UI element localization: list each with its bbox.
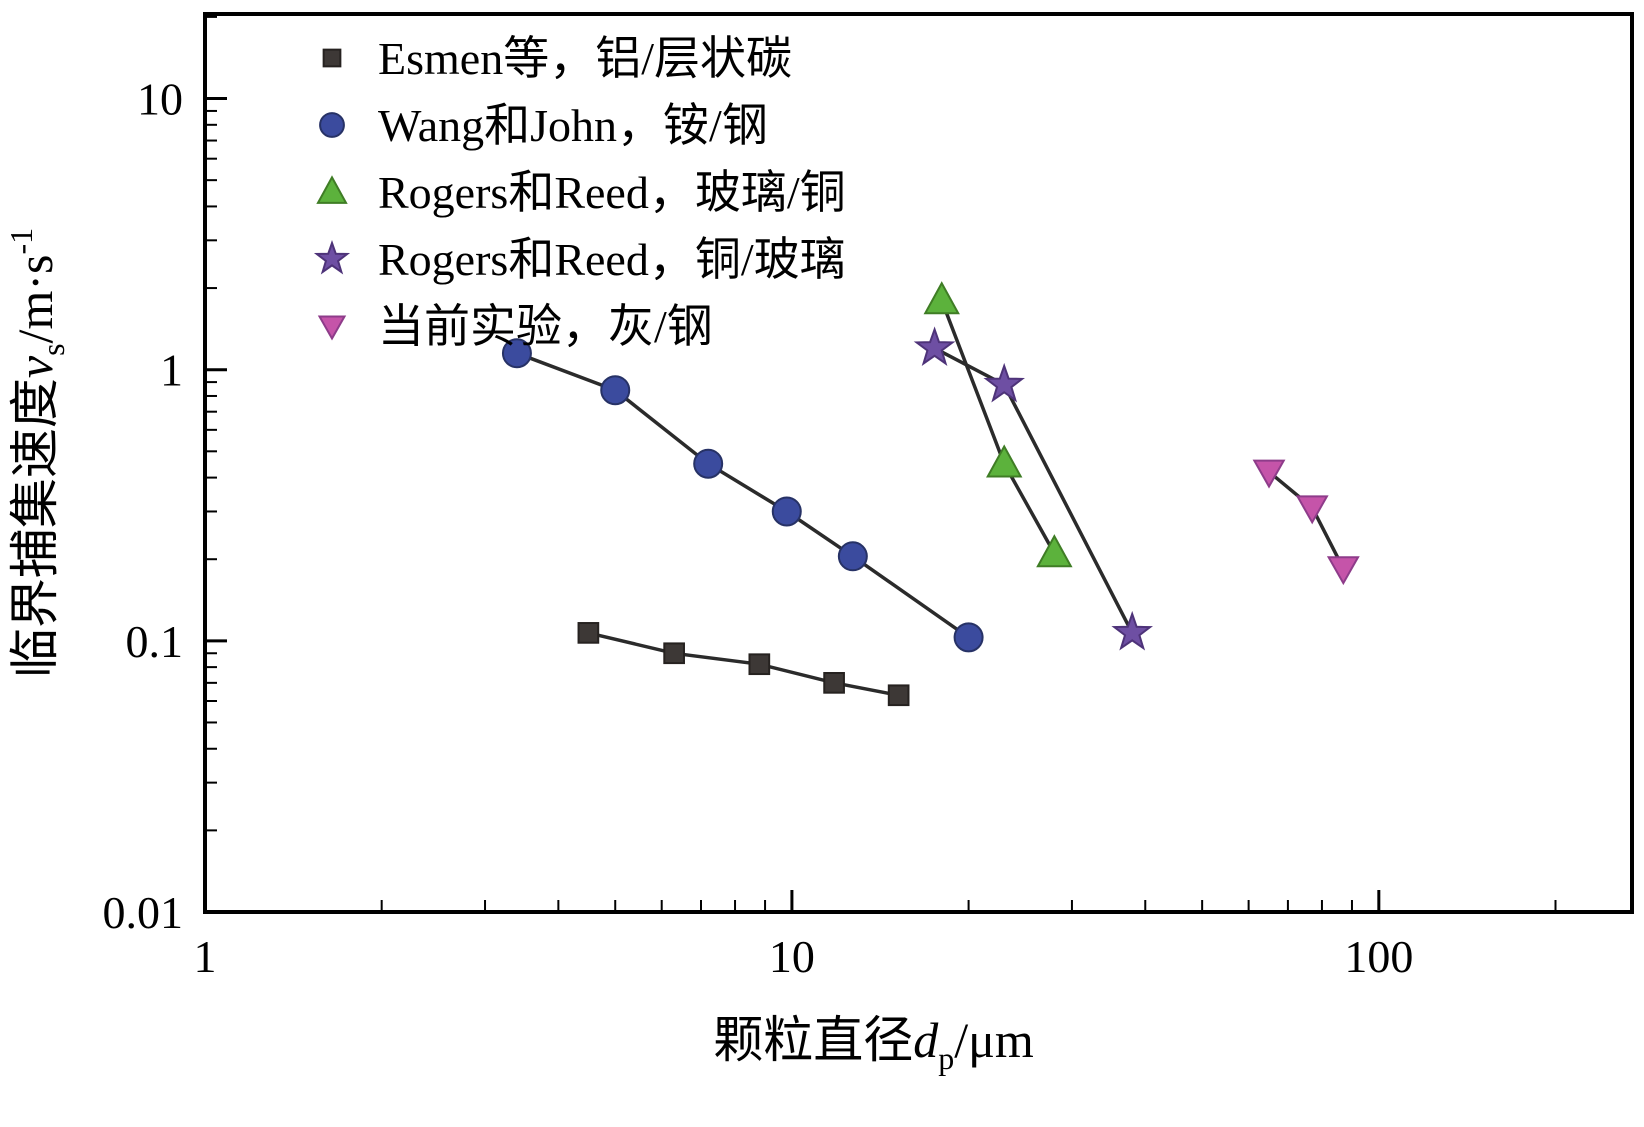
legend-label: Rogers和Reed，铜/玻璃 [378,234,846,285]
y-tick-label: 0.01 [103,887,184,938]
series-4 [1252,459,1360,586]
tick-labels: 1 10 100 0.01 0.1 1 10 [103,74,1414,982]
legend-label: Wang和John，铵/钢 [378,100,768,151]
series-1 [501,338,984,653]
legend-item-2: Rogers和Reed，玻璃/铜 [316,167,846,218]
y-tick-label: 10 [137,74,183,125]
legend-item-4: 当前实验，灰/钢 [317,301,713,352]
axis-ticks [203,15,1557,914]
legend-label: Rogers和Reed，玻璃/铜 [378,167,846,218]
series-0 [577,622,910,707]
x-tick-label: 1 [194,931,217,982]
legend-item-0: Esmen等，铝/层状碳 [322,33,792,84]
series-2 [923,281,1073,568]
legend: Esmen等，铝/层状碳 Wang和John，铵/钢 Rogers和Reed，玻璃/… [313,33,846,352]
x-tick-label: 100 [1344,931,1413,982]
x-axis-label: 颗粒直径dp/μm [713,1012,1034,1076]
legend-label: Esmen等，铝/层状碳 [378,33,792,84]
series-3 [913,326,1153,651]
y-axis-label: 临界捕集速度vs/m·s-1 [3,228,71,678]
legend-label: 当前实验，灰/钢 [378,301,713,352]
y-tick-label: 0.1 [126,616,184,667]
legend-item-3: Rogers和Reed，铜/玻璃 [313,234,846,285]
y-tick-label: 1 [160,345,183,396]
legend-item-1: Wang和John，铵/钢 [319,100,768,151]
x-tick-label: 10 [769,931,815,982]
plot-border [203,12,1634,914]
